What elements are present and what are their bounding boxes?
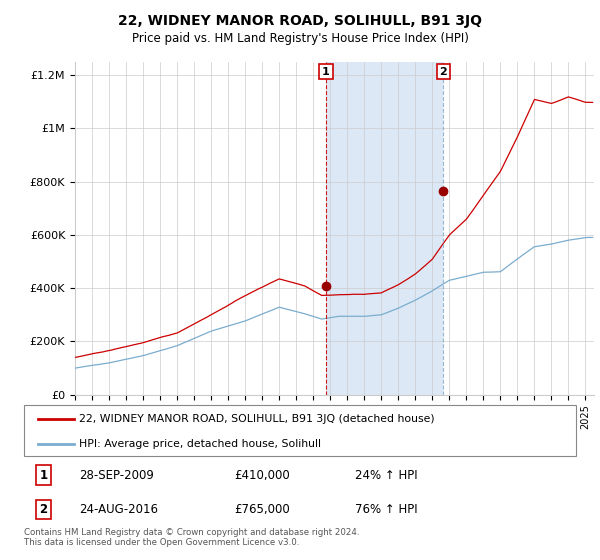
Text: 24-AUG-2016: 24-AUG-2016 [79,503,158,516]
Text: Contains HM Land Registry data © Crown copyright and database right 2024.
This d: Contains HM Land Registry data © Crown c… [24,528,359,547]
Text: 2: 2 [39,503,47,516]
Text: 1: 1 [39,469,47,482]
Text: Price paid vs. HM Land Registry's House Price Index (HPI): Price paid vs. HM Land Registry's House … [131,32,469,45]
Text: 22, WIDNEY MANOR ROAD, SOLIHULL, B91 3JQ (detached house): 22, WIDNEY MANOR ROAD, SOLIHULL, B91 3JQ… [79,414,435,424]
Text: HPI: Average price, detached house, Solihull: HPI: Average price, detached house, Soli… [79,438,321,449]
Text: 2: 2 [440,67,447,77]
Bar [326,62,443,395]
Text: 1: 1 [322,67,330,77]
Text: £410,000: £410,000 [234,469,290,482]
Text: 24% ↑ HPI: 24% ↑ HPI [355,469,418,482]
Text: £765,000: £765,000 [234,503,290,516]
Text: 28-SEP-2009: 28-SEP-2009 [79,469,154,482]
Text: 76% ↑ HPI: 76% ↑ HPI [355,503,418,516]
Text: 22, WIDNEY MANOR ROAD, SOLIHULL, B91 3JQ: 22, WIDNEY MANOR ROAD, SOLIHULL, B91 3JQ [118,14,482,28]
